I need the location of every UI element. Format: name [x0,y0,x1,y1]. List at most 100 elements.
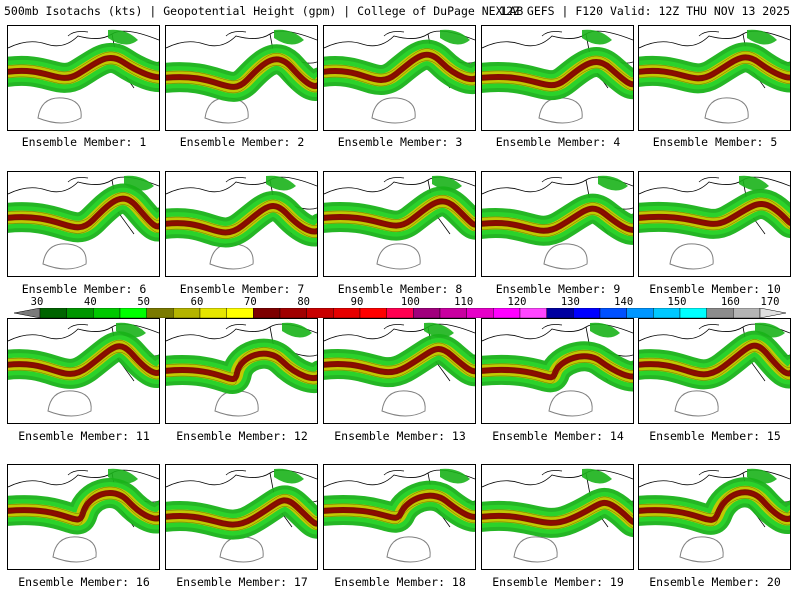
height-contour [214,390,259,417]
panel-label: Ensemble Member: 8 [337,282,463,296]
height-line [639,63,790,85]
ensemble-map-panel [481,25,634,131]
height-line [482,210,633,233]
isotach-band [639,342,790,378]
isotach-band [166,350,317,382]
ensemble-map-panel [481,318,634,424]
height-line [482,206,633,229]
height-line [8,51,159,73]
colorbar-tick-label: 160 [720,296,740,308]
isotach-map [166,29,317,124]
height-line [8,63,159,85]
colorbar-tick-label: 90 [350,296,364,308]
colorbar-bin [706,308,734,318]
panel-label: Ensemble Member: 14 [492,429,624,443]
height-line [482,202,633,225]
colorbar-bin [279,308,307,318]
colorbar-bin [359,308,387,318]
isotach-band [598,175,628,191]
height-line [166,65,317,94]
ensemble-map-panel [165,318,318,424]
isotach-band [582,468,612,484]
panel-label: Ensemble Member: 19 [492,575,624,589]
height-contour [669,243,714,270]
colorbar-tick-label: 80 [297,296,310,308]
panel-label: Ensemble Member: 17 [176,575,308,589]
isotach-map [8,468,159,563]
colorbar-tick-label: 100 [400,296,420,308]
height-line [8,490,159,518]
height-line [482,67,633,92]
colorbar-bin [39,308,67,318]
isotach-band [639,54,790,82]
panel-label: Ensemble Member: 13 [334,429,466,443]
colorbar-bin [306,308,334,318]
height-line [8,344,159,373]
isotach-band [274,29,304,45]
isotach-band [324,492,475,521]
isotach-map [166,175,317,270]
ensemble-map-panel [165,25,318,131]
panel-label: Ensemble Member: 6 [21,282,147,296]
colorbar-tick-label: 30 [30,296,44,308]
height-line [166,498,317,523]
height-line [166,359,317,386]
height-contour [679,536,724,563]
colorbar-bin [253,308,281,318]
isotach-map [324,29,475,124]
colorbar-tick-label: 70 [244,296,257,308]
height-line [324,207,475,232]
colorbar-bin [653,308,681,318]
isotach-band [582,29,612,45]
height-contour [52,536,97,563]
isotach-band [8,195,159,231]
colorbar-tick-label: 60 [190,296,204,308]
isotach-band [739,175,769,191]
height-line [324,60,475,87]
isotach-band [590,322,620,338]
ensemble-map-panel [638,464,791,570]
height-line [8,498,159,526]
height-line [482,362,633,384]
isotach-map [8,175,159,270]
panel-label: Ensemble Member: 12 [176,429,308,443]
isotach-band [324,198,475,229]
colorbar-tick-label: 150 [667,296,687,308]
isotach-band [124,175,154,191]
height-contour [381,390,426,417]
height-line [482,508,633,530]
colorbar-bin [119,308,147,318]
colorbar-tick-label: 40 [84,296,97,308]
colorbar-labels: 30 40 50 60 70 80 90 100 110 120 130 140 150 160 170 [0,296,800,308]
ensemble-map-panel [7,171,160,277]
height-line [8,494,159,522]
panel-label: Ensemble Member: 3 [337,135,463,149]
height-line [166,61,317,90]
colorbar-bin [733,308,761,318]
height-line [8,352,159,381]
height-line [8,59,159,81]
colorbar-bin [546,308,574,318]
colorbar-bin [413,308,441,318]
height-line [482,496,633,518]
ensemble-map-panel [165,171,318,277]
height-contour [371,97,416,124]
isotach-band [324,346,475,376]
height-line [166,211,317,239]
height-line [324,52,475,79]
colorbar-tick-label: 140 [614,296,634,308]
isotach-band [166,497,317,528]
panel-label: Ensemble Member: 11 [18,429,150,443]
isotach-map [166,322,317,417]
colorbar-bin [573,308,601,318]
height-contour [204,97,249,124]
height-line [482,504,633,526]
height-line [639,59,790,81]
colorbar-bin [226,308,254,318]
colorbar-bin [466,308,494,318]
colorbar-bin [66,308,94,318]
height-line [324,56,475,83]
isotach-band [755,322,785,338]
isotach-map [482,322,633,417]
panel-label: Ensemble Member: 18 [334,575,466,589]
